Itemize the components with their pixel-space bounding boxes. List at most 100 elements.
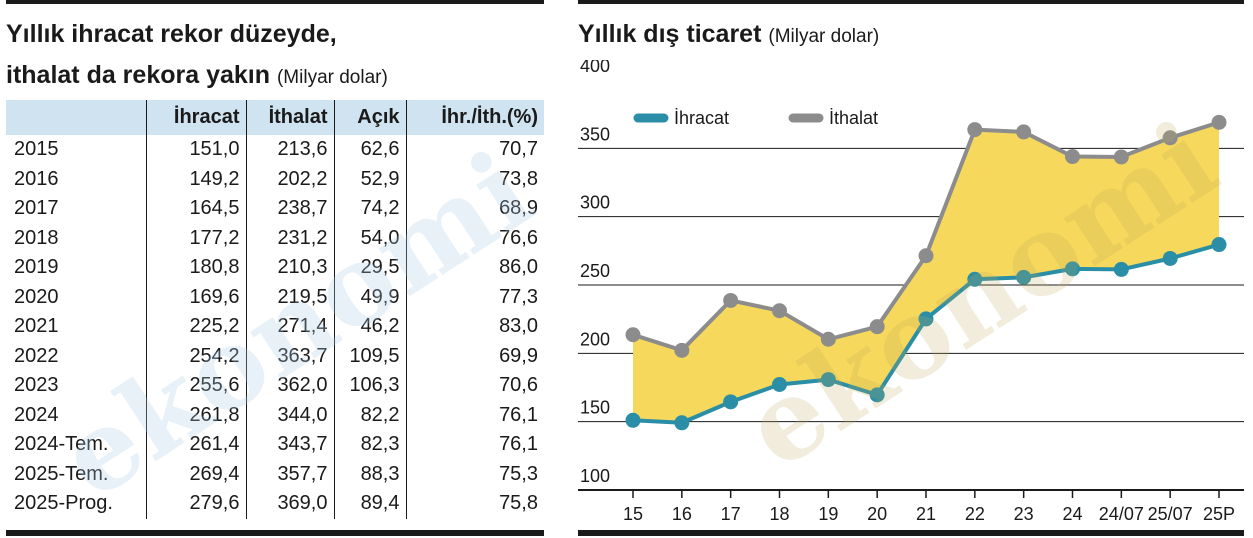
x-tick-label: 19	[818, 504, 838, 524]
cell-deficit: 54,0	[333, 223, 406, 253]
imports-point	[869, 319, 885, 335]
cell-exports: 261,4	[145, 430, 246, 460]
right-title-text: Yıllık dış ticaret	[578, 20, 762, 48]
cell-year: 2017	[14, 197, 59, 220]
table-row: 2022 254,2 363,7 109,5 69,9	[6, 341, 544, 371]
cell-year: 2024-Tem.	[14, 433, 109, 456]
table-row: 2025-Prog. 279,6 369,0 89,4 75,8	[6, 489, 544, 519]
cell-ratio: 69,9	[405, 341, 544, 371]
cell-year: 2018	[14, 226, 59, 249]
cell-exports: 269,4	[145, 459, 246, 489]
right-bottom-rule	[578, 530, 1244, 536]
header-exports: İhracat	[145, 100, 246, 135]
table-row: 2019 180,8 210,3 29,5 86,0	[6, 253, 544, 283]
cell-ratio: 75,8	[405, 489, 544, 519]
cell-exports: 261,8	[145, 400, 246, 430]
cell-deficit: 109,5	[333, 341, 406, 371]
x-tick-label: 23	[1014, 504, 1034, 524]
left-title-line1: Yıllık ihracat rekor düzeyde,	[6, 17, 337, 51]
exports-point	[918, 311, 934, 327]
exports-point	[1211, 237, 1227, 253]
left-title-line2: ithalat da rekora yakın (Milyar dolar)	[6, 58, 388, 95]
y-tick-label: 400	[580, 60, 610, 76]
imports-point	[820, 331, 836, 347]
header-ratio: İhr./İth.(%)	[405, 100, 544, 135]
exports-point	[674, 415, 690, 431]
cell-deficit: 82,3	[333, 430, 406, 460]
imports-point	[1162, 130, 1178, 146]
cell-exports: 279,6	[145, 489, 246, 519]
cell-deficit: 49,9	[333, 282, 406, 312]
y-tick-label: 100	[580, 466, 610, 486]
legend-imports-label: İthalat	[829, 108, 878, 128]
x-tick-label: 24	[1062, 504, 1082, 524]
cell-imports: 343,7	[245, 430, 334, 460]
y-tick-label: 350	[580, 124, 610, 144]
cell-year: 2024	[14, 403, 59, 426]
imports-point	[723, 292, 739, 308]
cell-year: 2016	[14, 167, 59, 190]
cell-year: 2020	[14, 285, 59, 308]
exports-point	[869, 387, 885, 403]
left-title-text1: Yıllık ihracat rekor düzeyde,	[6, 20, 337, 48]
cell-deficit: 74,2	[333, 194, 406, 224]
exports-point	[1162, 250, 1178, 266]
cell-ratio: 76,1	[405, 400, 544, 430]
imports-point	[1016, 124, 1032, 140]
cell-imports: 344,0	[245, 400, 334, 430]
right-unit: (Milyar dolar)	[768, 26, 880, 47]
cell-imports: 213,6	[245, 135, 334, 165]
y-tick-label: 150	[580, 398, 610, 418]
x-tick-label: 20	[867, 504, 887, 524]
cell-year: 2023	[14, 374, 59, 397]
cell-ratio: 77,3	[405, 282, 544, 312]
imports-point	[772, 303, 787, 319]
cell-imports: 271,4	[245, 312, 334, 342]
x-tick-label: 25/07	[1148, 504, 1193, 524]
cell-deficit: 46,2	[333, 312, 406, 342]
table-header-row: İhracat İthalat Açık İhr./İth.(%)	[6, 100, 544, 135]
cell-imports: 231,2	[245, 223, 334, 253]
cell-exports: 151,0	[145, 135, 246, 165]
y-tick-label: 300	[580, 193, 610, 213]
cell-year: 2019	[14, 256, 59, 279]
table-row: 2023 255,6 362,0 106,3 70,6	[6, 371, 544, 401]
table-row: 2025-Tem. 269,4 357,7 88,3 75,3	[6, 459, 544, 489]
cell-imports: 362,0	[245, 371, 334, 401]
cell-ratio: 70,6	[405, 371, 544, 401]
cell-year: 2015	[14, 138, 59, 161]
cell-ratio: 86,0	[405, 253, 544, 283]
left-title-text2: ithalat da rekora yakın	[6, 61, 271, 89]
header-imports: İthalat	[245, 100, 334, 135]
legend-exports-label: İhracat	[674, 108, 729, 128]
cell-ratio: 70,7	[405, 135, 544, 165]
exports-point	[820, 372, 836, 388]
cell-imports: 210,3	[245, 253, 334, 283]
imports-point	[674, 342, 690, 358]
cell-ratio: 76,6	[405, 223, 544, 253]
x-tick-label: 21	[916, 504, 936, 524]
left-top-rule	[6, 0, 544, 4]
gap-area	[633, 122, 1219, 423]
cell-exports: 169,6	[145, 282, 246, 312]
x-tick-label: 16	[672, 504, 692, 524]
table-row: 2024 261,8 344,0 82,2 76,1	[6, 400, 544, 430]
cell-year: 2022	[14, 344, 59, 367]
cell-ratio: 68,9	[405, 194, 544, 224]
x-tick-label: 24/07	[1099, 504, 1144, 524]
cell-deficit: 29,5	[333, 253, 406, 283]
exports-point	[625, 412, 641, 428]
cell-ratio: 73,8	[405, 164, 544, 194]
x-tick-label: 25P	[1203, 504, 1235, 524]
y-tick-label: 250	[580, 261, 610, 281]
exports-point	[967, 271, 983, 287]
imports-point	[1065, 149, 1080, 165]
imports-point	[918, 248, 934, 264]
trade-table: İhracat İthalat Açık İhr./İth.(%) 2015 15…	[6, 100, 544, 519]
right-title: Yıllık dış ticaret (Milyar dolar)	[578, 17, 879, 54]
cell-imports: 219,5	[245, 282, 334, 312]
cell-imports: 202,2	[245, 164, 334, 194]
cell-imports: 238,7	[245, 194, 334, 224]
header-year	[6, 100, 146, 135]
imports-point	[1211, 114, 1227, 130]
